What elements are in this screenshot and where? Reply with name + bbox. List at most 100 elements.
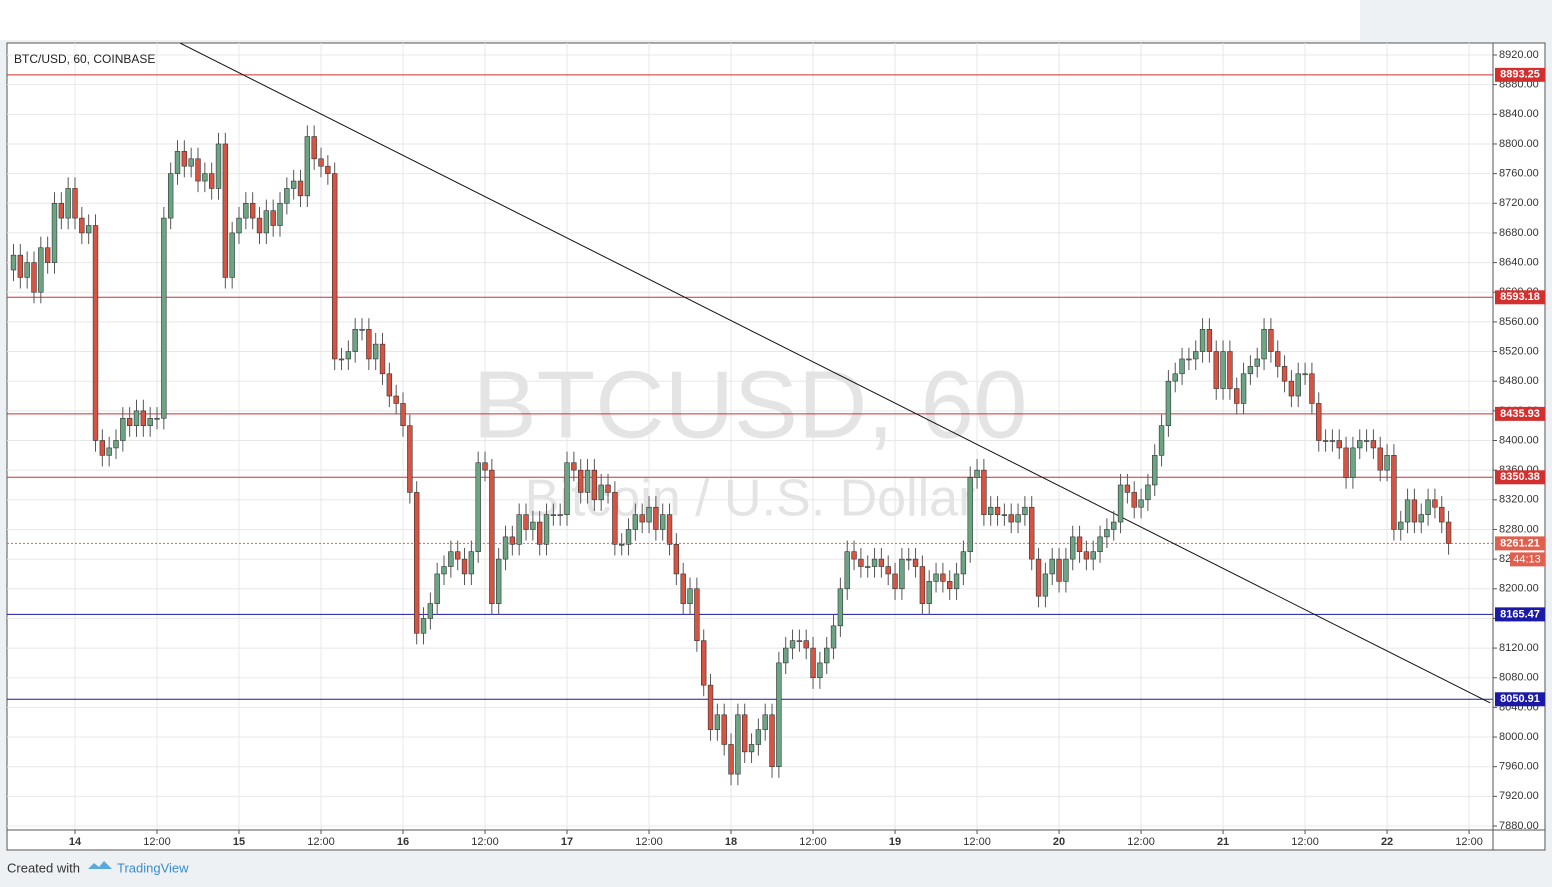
candle-body	[919, 566, 926, 604]
candle-body	[960, 551, 967, 575]
candle-body	[906, 558, 912, 561]
candle-body	[51, 202, 58, 263]
candle-body	[605, 484, 611, 493]
candle-body	[619, 543, 625, 546]
candle-body	[1138, 499, 1144, 508]
candle-body	[803, 640, 809, 649]
candle-body	[229, 232, 235, 278]
candle-body	[844, 551, 850, 590]
candle-body	[1117, 484, 1124, 523]
candle-body	[1008, 514, 1014, 523]
candle-body	[1165, 380, 1172, 426]
candle-body	[85, 225, 92, 234]
candle-body	[208, 173, 215, 189]
candle-body	[748, 744, 755, 753]
candle-body	[1418, 514, 1424, 523]
candle-body	[448, 551, 454, 567]
candle-body	[99, 440, 106, 456]
candle-body	[653, 506, 659, 530]
x-tick-label: 17	[561, 836, 573, 848]
candle-body	[769, 714, 775, 767]
candle-body	[899, 558, 905, 590]
candle-body	[612, 492, 618, 545]
level-label-box	[1495, 692, 1545, 707]
candle-body	[1029, 506, 1035, 560]
candle-body	[871, 558, 878, 567]
candle-body	[263, 210, 270, 234]
candle-body	[236, 217, 242, 234]
chart-frame	[6, 42, 1546, 851]
candle-body	[331, 173, 338, 360]
candle-body	[1131, 492, 1137, 508]
candle-body	[372, 343, 379, 360]
level-label: 8350.38	[1500, 471, 1540, 483]
candle-body	[509, 536, 516, 545]
y-tick-label: 8520.00	[1499, 345, 1539, 357]
candle-body	[536, 521, 543, 545]
footer-brand[interactable]: TradingView	[117, 860, 189, 875]
candle-body	[530, 521, 536, 530]
x-tick-label: 12:00	[143, 836, 171, 848]
candle-body	[161, 217, 167, 419]
candle-body	[1309, 373, 1315, 404]
x-tick-label: 19	[889, 836, 901, 848]
x-tick-label: 21	[1217, 836, 1229, 848]
candle-body	[1152, 455, 1158, 486]
candle-body	[1357, 440, 1363, 449]
candle-body	[489, 469, 495, 604]
candle-body	[461, 558, 468, 575]
candle-body	[1275, 351, 1281, 367]
candle-body	[858, 558, 864, 567]
candle-body	[1193, 351, 1199, 360]
candle-body	[256, 217, 263, 234]
candle-body	[591, 469, 598, 501]
candle-body	[1329, 440, 1336, 442]
candle-body	[407, 425, 413, 493]
y-tick-label: 8640.00	[1499, 256, 1539, 268]
candle-body	[550, 514, 557, 516]
candle-body	[578, 469, 584, 493]
candle-body	[44, 247, 51, 263]
candle-body	[1411, 499, 1418, 523]
y-tick-label: 8840.00	[1499, 108, 1539, 120]
x-tick-label: 12:00	[471, 836, 499, 848]
y-tick-label: 8760.00	[1499, 168, 1539, 180]
candle-body	[598, 484, 604, 501]
candle-body	[1179, 358, 1185, 375]
candle-body	[947, 581, 953, 590]
candle-body	[625, 529, 632, 545]
candle-body	[1063, 558, 1069, 582]
candle-body	[701, 640, 707, 686]
countdown-box	[1510, 552, 1545, 567]
x-tick-label: 12:00	[635, 836, 663, 848]
candle-body	[988, 506, 994, 515]
candle-body	[1384, 455, 1390, 471]
candle-body	[1042, 573, 1049, 597]
candle-body	[1254, 358, 1260, 367]
candle-body	[1322, 440, 1329, 442]
x-tick-label: 14	[69, 836, 82, 848]
level-label-box	[1495, 607, 1545, 622]
candle-body	[974, 469, 980, 478]
candle-body	[1124, 484, 1131, 493]
x-tick-label: 20	[1053, 836, 1065, 848]
candle-body	[1398, 521, 1404, 530]
candle-body	[1281, 366, 1288, 382]
x-tick-label: 15	[233, 836, 245, 848]
candle-body	[495, 558, 502, 604]
candle-body	[1186, 358, 1192, 361]
candle-body	[79, 217, 85, 234]
candle-body	[92, 225, 99, 441]
candle-body	[1104, 529, 1110, 538]
candle-body	[31, 262, 37, 293]
candle-body	[338, 358, 345, 361]
candle-body	[646, 506, 652, 523]
watermark: BTCUSD, 60	[473, 351, 1028, 458]
level-label: 8593.18	[1500, 291, 1540, 303]
top-strip	[0, 0, 1360, 40]
candle-body	[1404, 499, 1411, 523]
level-label-box	[1495, 536, 1545, 551]
candle-body	[1370, 440, 1377, 449]
axes: 7880.007920.007960.008000.008040.008080.…	[69, 49, 1545, 848]
